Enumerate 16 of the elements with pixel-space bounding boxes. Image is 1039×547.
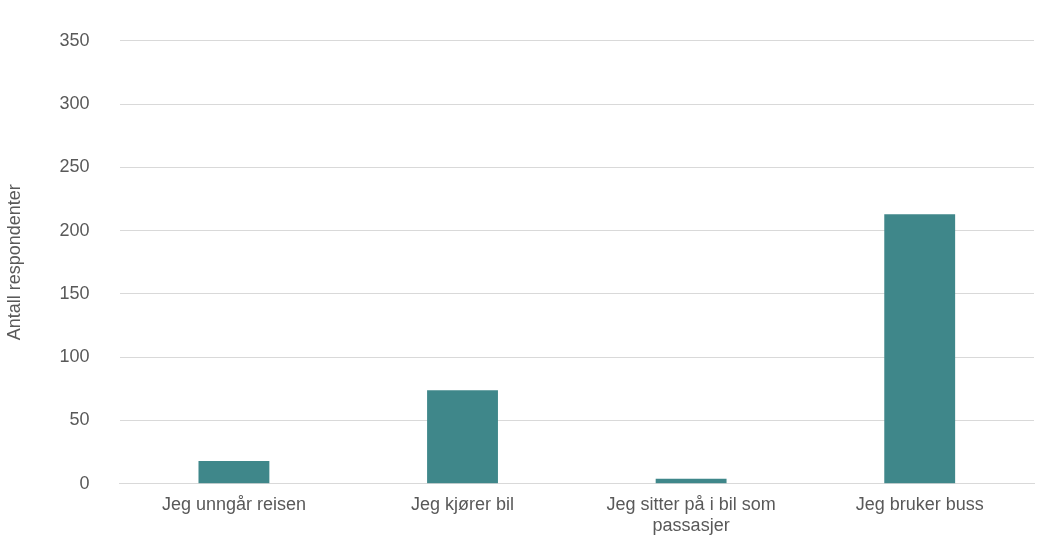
y-tick-label: 100: [59, 346, 90, 367]
x-tick-label: Jeg bruker buss: [855, 493, 984, 514]
bar: [884, 214, 956, 484]
x-tick-label: Jeg sitter på i bil som passasjer: [606, 493, 776, 536]
y-axis-title: Antall respondenter: [3, 184, 24, 341]
x-tick-label: Jeg kjører bil: [411, 493, 515, 514]
y-tick-label: 50: [69, 409, 90, 430]
y-tick-label: 0: [79, 472, 90, 493]
y-tick-label: 300: [59, 93, 90, 114]
y-tick-label: 150: [59, 282, 90, 303]
y-tick-label: 200: [59, 219, 90, 240]
y-tick-label: 350: [59, 29, 90, 50]
bar: [198, 461, 270, 484]
bar: [427, 390, 498, 484]
y-tick-label: 250: [59, 156, 90, 177]
x-tick-label: Jeg unngår reisen: [161, 493, 306, 514]
